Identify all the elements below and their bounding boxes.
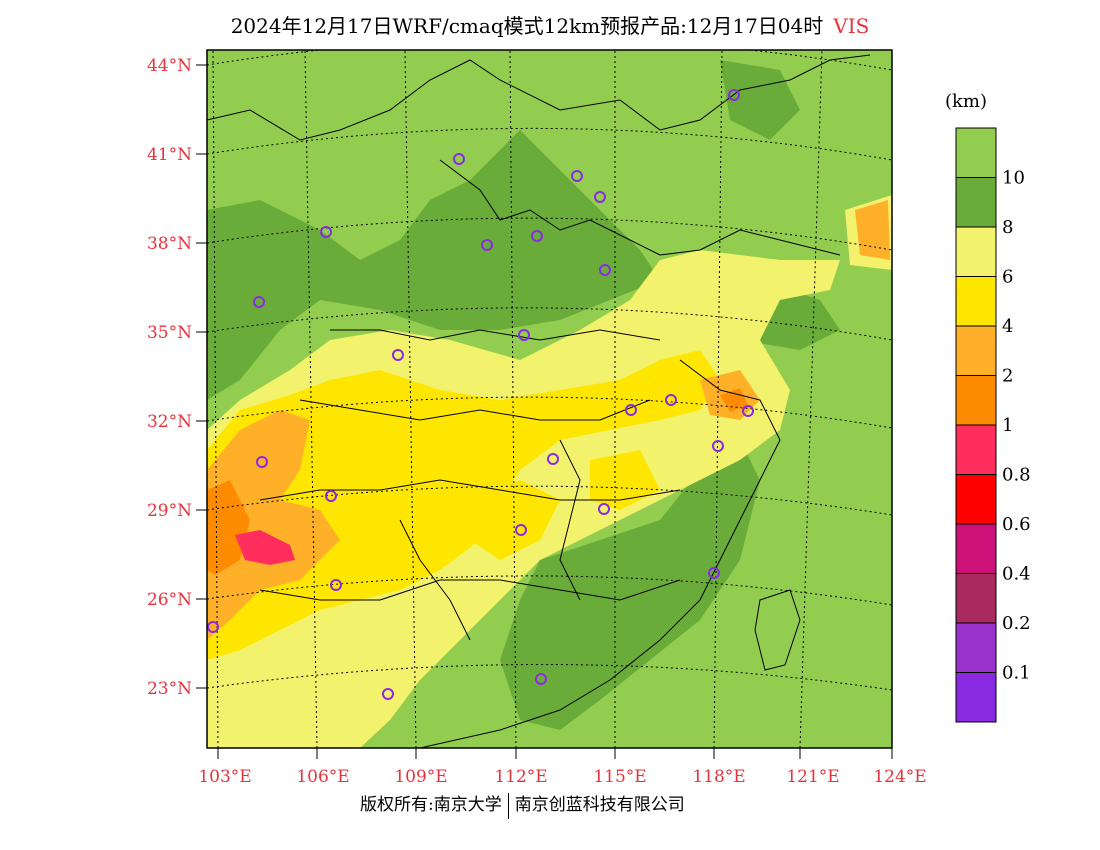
lat-label: 23°N bbox=[147, 679, 192, 699]
legend-label: 6 bbox=[1002, 267, 1013, 288]
station-marker bbox=[599, 264, 611, 276]
legend-label: 0.1 bbox=[1002, 663, 1031, 684]
visibility-region-4km bbox=[590, 450, 660, 510]
station-marker bbox=[742, 405, 754, 417]
legend-swatch bbox=[955, 474, 997, 525]
lat-label: 32°N bbox=[147, 412, 192, 432]
legend-swatch bbox=[955, 672, 997, 723]
station-marker bbox=[531, 230, 543, 242]
color-legend: (km) 10 8 6 4 2 1 0.8 0.6 0.4 0.2 0.1 bbox=[945, 91, 1031, 723]
legend-swatch bbox=[955, 573, 997, 624]
lon-label: 106°E bbox=[296, 767, 349, 787]
lon-label: 112°E bbox=[494, 767, 547, 787]
lat-label: 38°N bbox=[147, 234, 192, 254]
footer-separator bbox=[507, 792, 509, 819]
lon-label: 124°E bbox=[873, 767, 926, 787]
legend-label: 0.4 bbox=[1002, 564, 1031, 585]
legend-label: 8 bbox=[1002, 217, 1013, 238]
legend-swatch bbox=[955, 127, 997, 178]
map-plot-area bbox=[207, 50, 892, 748]
legend-label: 0.6 bbox=[1002, 514, 1031, 535]
lon-label: 118°E bbox=[692, 767, 745, 787]
legend-label: 0.8 bbox=[1002, 465, 1031, 486]
station-marker bbox=[382, 688, 394, 700]
station-marker bbox=[325, 490, 337, 502]
visibility-region-2km bbox=[207, 410, 340, 640]
station-marker bbox=[712, 440, 724, 452]
lon-labels: 103°E 106°E 109°E 112°E 115°E 118°E 121°… bbox=[198, 767, 926, 787]
footer-left: 版权所有:南京大学 bbox=[360, 795, 502, 815]
legend-swatch bbox=[955, 177, 997, 228]
station-marker bbox=[320, 226, 332, 238]
station-marker bbox=[518, 329, 530, 341]
legend-swatch bbox=[955, 622, 997, 673]
lon-label: 109°E bbox=[394, 767, 447, 787]
station-marker bbox=[665, 394, 677, 406]
station-marker bbox=[571, 170, 583, 182]
station-marker bbox=[453, 153, 465, 165]
legend-label: 0.2 bbox=[1002, 613, 1031, 634]
legend-label: 2 bbox=[1002, 366, 1013, 387]
copyright-footer: 版权所有:南京大学 南京创蓝科技有限公司 bbox=[360, 790, 685, 819]
lon-label: 115°E bbox=[593, 767, 646, 787]
station-marker bbox=[481, 239, 493, 251]
lat-label: 41°N bbox=[147, 145, 192, 165]
station-marker bbox=[253, 296, 265, 308]
lat-labels: 44°N 41°N 38°N 35°N 32°N 29°N 26°N 23°N bbox=[147, 56, 192, 699]
station-marker bbox=[207, 621, 219, 633]
visibility-region-0.8km bbox=[235, 530, 295, 565]
station-marker bbox=[625, 404, 637, 416]
lat-label: 35°N bbox=[147, 323, 192, 343]
station-marker bbox=[535, 673, 547, 685]
legend-unit: (km) bbox=[945, 91, 987, 112]
station-marker bbox=[330, 579, 342, 591]
station-marker bbox=[708, 567, 720, 579]
graticule bbox=[207, 50, 892, 748]
lon-label: 103°E bbox=[198, 767, 251, 787]
legend-swatch bbox=[955, 325, 997, 376]
station-marker bbox=[594, 191, 606, 203]
station-marker bbox=[728, 89, 740, 101]
map-frame bbox=[206, 49, 893, 749]
footer-right: 南京创蓝科技有限公司 bbox=[514, 795, 685, 815]
legend-swatch bbox=[955, 276, 997, 327]
map-title: 2024年12月17日WRF/cmaq模式12km预报产品:12月17日04时 V… bbox=[0, 10, 1100, 39]
variable-name: VIS bbox=[833, 14, 870, 38]
legend-label: 4 bbox=[1002, 316, 1013, 337]
visibility-region-2km bbox=[855, 200, 890, 260]
lon-label: 121°E bbox=[786, 767, 839, 787]
legend-label: 1 bbox=[1002, 415, 1013, 436]
visibility-region-4km bbox=[460, 480, 560, 560]
visibility-region-1km bbox=[207, 480, 250, 575]
title-text: 2024年12月17日WRF/cmaq模式12km预报产品:12月17日04时 bbox=[230, 14, 824, 38]
legend-swatch bbox=[955, 424, 997, 475]
station-markers bbox=[207, 89, 754, 700]
station-marker bbox=[256, 456, 268, 468]
legend-label: 10 bbox=[1002, 168, 1025, 189]
visibility-region-8km bbox=[500, 440, 760, 730]
station-marker bbox=[392, 349, 404, 361]
station-marker bbox=[547, 453, 559, 465]
visibility-region-8km bbox=[207, 130, 660, 400]
legend-swatch bbox=[955, 375, 997, 426]
boundary-lines bbox=[207, 54, 871, 748]
station-marker bbox=[598, 503, 610, 515]
lon-ticks bbox=[217, 748, 893, 759]
lat-label: 29°N bbox=[147, 501, 192, 521]
lat-ticks bbox=[196, 64, 207, 689]
station-marker bbox=[515, 524, 527, 536]
lat-label: 44°N bbox=[147, 56, 192, 76]
visibility-region-8km bbox=[720, 60, 800, 140]
legend-swatch bbox=[955, 523, 997, 574]
legend-swatch bbox=[955, 226, 997, 277]
lat-label: 26°N bbox=[147, 590, 192, 610]
